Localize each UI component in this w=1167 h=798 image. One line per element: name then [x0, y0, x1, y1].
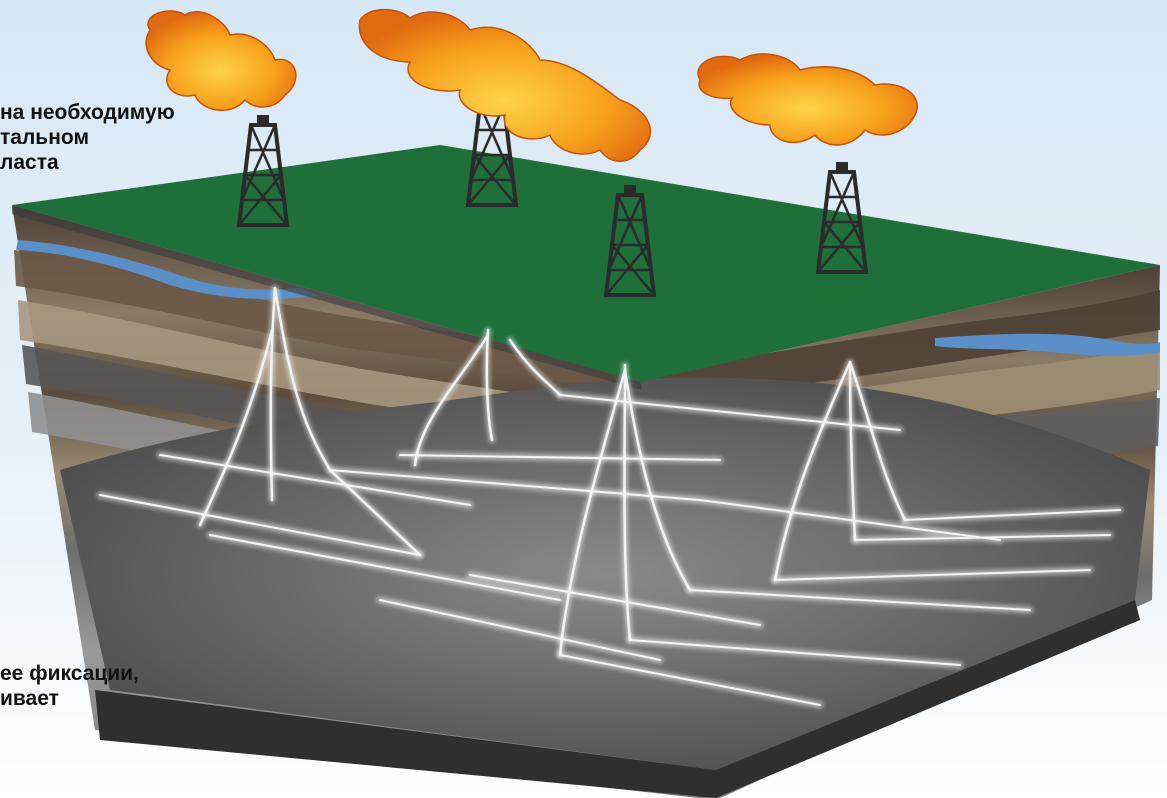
caption-top-line: на необходимую — [0, 101, 175, 124]
fracture-laterals — [96, 391, 1124, 709]
caption-top-line: тальном — [0, 126, 89, 149]
caption-bottom-line: ее фиксации, — [0, 662, 139, 685]
gas-flare-icon — [145, 10, 297, 112]
gas-flare-icon — [358, 8, 651, 162]
drilling-rig-icon — [603, 185, 657, 297]
caption-bottom: ее фиксации, ивает — [0, 661, 139, 711]
ground-surface — [12, 145, 1160, 382]
gas-flare-icon — [697, 53, 918, 146]
caption-top-line: ласта — [0, 151, 59, 174]
aquifer-left — [16, 240, 320, 300]
caption-bottom-line: ивает — [0, 687, 59, 710]
aquifer-right — [935, 333, 1160, 356]
drilling-rig-icon — [236, 115, 290, 227]
drilling-rig-icon — [815, 162, 869, 274]
caption-top: на необходимую тальном ласта — [0, 100, 175, 175]
